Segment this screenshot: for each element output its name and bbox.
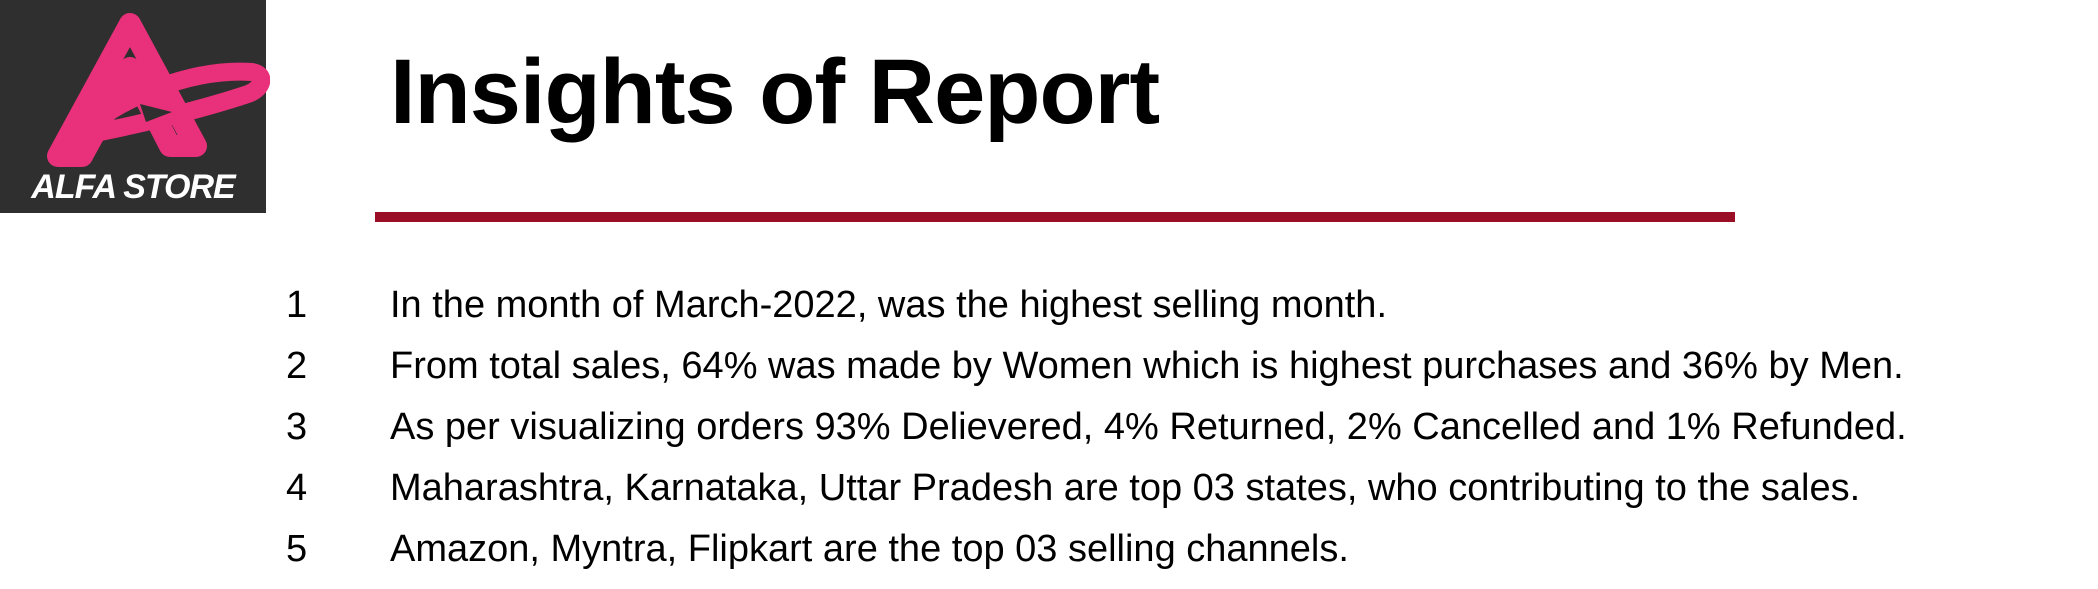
insight-text: As per visualizing orders 93% Delievered… — [390, 406, 1907, 448]
insight-item: 2 From total sales, 64% was made by Wome… — [280, 345, 1907, 406]
insight-item: 1 In the month of March-2022, was the hi… — [280, 284, 1907, 345]
insights-list: 1 In the month of March-2022, was the hi… — [280, 284, 1907, 589]
insight-text: Amazon, Myntra, Flipkart are the top 03 … — [390, 528, 1349, 570]
insight-text: Maharashtra, Karnataka, Uttar Pradesh ar… — [390, 467, 1861, 509]
insight-number: 5 — [286, 528, 308, 570]
insight-number: 2 — [286, 345, 308, 387]
alfa-store-logo-icon — [47, 13, 270, 167]
insight-number: 4 — [286, 467, 308, 509]
alfa-store-logo: ALFA STORE — [0, 0, 270, 213]
insight-text: From total sales, 64% was made by Women … — [390, 345, 1904, 387]
insight-item: 3 As per visualizing orders 93% Deliever… — [280, 406, 1907, 467]
logo-text: ALFA STORE — [31, 168, 235, 206]
insight-item: 5 Amazon, Myntra, Flipkart are the top 0… — [280, 528, 1907, 589]
insight-number: 1 — [286, 284, 308, 326]
title-divider — [375, 212, 1735, 222]
page-title: Insights of Report — [390, 41, 1160, 143]
insight-text: In the month of March-2022, was the high… — [390, 284, 1387, 326]
insight-item: 4 Maharashtra, Karnataka, Uttar Pradesh … — [280, 467, 1907, 528]
insight-number: 3 — [286, 406, 308, 448]
